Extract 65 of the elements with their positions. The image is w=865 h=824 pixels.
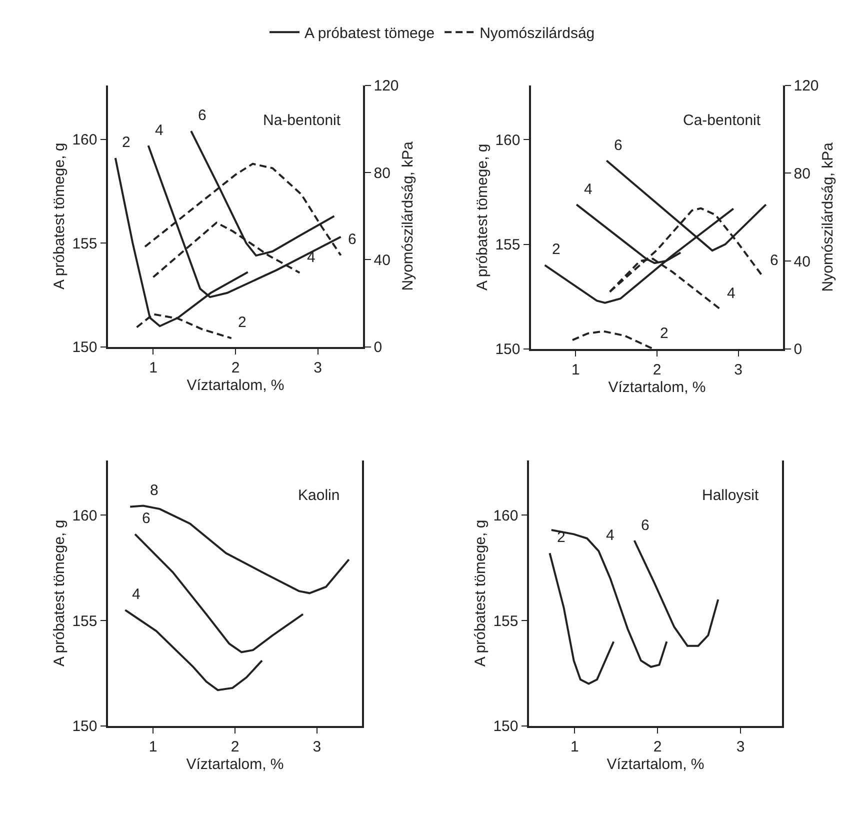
- y-tick-label: 160: [72, 507, 98, 524]
- y2-tick-label: 120: [374, 78, 399, 95]
- y-tick-label: 155: [72, 235, 98, 252]
- x-tick-label: 3: [736, 738, 745, 756]
- y-tick-label: 155: [493, 612, 518, 630]
- annotation: 6: [198, 107, 206, 124]
- annotation: 4: [727, 285, 736, 302]
- annotation: 2: [238, 314, 246, 331]
- annotation: 4: [155, 122, 164, 139]
- y2-tick-label: 40: [794, 253, 810, 270]
- annotation: 6: [614, 137, 622, 154]
- annotation: 6: [770, 252, 778, 269]
- y-tick-label: 160: [72, 132, 98, 149]
- x-tick-label: 3: [314, 360, 322, 377]
- annotation: 2: [552, 241, 560, 258]
- annotation: 6: [641, 517, 650, 534]
- x-tick-label: 2: [653, 738, 662, 756]
- x-tick-label: 1: [570, 738, 579, 756]
- text: Ca-bentonit: [683, 112, 762, 129]
- x-axis-title: Víztartalom, %: [186, 377, 284, 394]
- y-tick-label: 150: [72, 718, 98, 736]
- x-tick-label: 2: [230, 738, 240, 756]
- x-tick-label: 1: [149, 360, 158, 377]
- annotation: 4: [132, 586, 140, 603]
- y-tick-label: 150: [495, 341, 520, 358]
- y-axis-title: A próbatest tömege, g: [474, 144, 491, 290]
- y-tick-label: 155: [495, 236, 520, 254]
- y2-tick-label: 120: [794, 78, 819, 95]
- y-tick-label: 150: [493, 718, 518, 736]
- text: Na-bentonit: [263, 112, 342, 129]
- x-axis-title: Víztartalom, %: [608, 379, 706, 396]
- y-tick-label: 155: [72, 612, 98, 630]
- text: Halloysit: [702, 487, 760, 504]
- x-axis-title: Víztartalom, %: [186, 756, 284, 774]
- legend-label: Nyomószilárdság: [480, 24, 595, 42]
- text: Kaolin: [298, 487, 340, 504]
- y2-axis-title: Nyomószilárdság, kPa: [399, 140, 416, 291]
- annotation: 4: [606, 527, 614, 544]
- y-tick-label: 150: [72, 339, 98, 356]
- y-axis-title: A próbatest tömege, g: [472, 520, 489, 667]
- y2-tick-label: 40: [374, 252, 390, 269]
- legend-label: A próbatest tömege: [304, 24, 435, 42]
- annotation: 6: [142, 510, 150, 527]
- annotation: 2: [122, 134, 130, 151]
- annotation: 2: [660, 325, 668, 342]
- y-axis-title: A próbatest tömege, g: [50, 520, 68, 667]
- y2-tick-label: 80: [374, 164, 390, 182]
- x-tick-label: 1: [572, 362, 580, 379]
- x-tick-label: 2: [652, 362, 662, 379]
- y2-axis-title: Nyomószilárdság, kPa: [819, 142, 836, 292]
- y2-tick-label: 0: [374, 339, 382, 356]
- y2-tick-label: 80: [794, 165, 810, 182]
- y-tick-label: 160: [495, 132, 520, 149]
- annotation: 6: [348, 231, 356, 248]
- y-axis-title: A próbatest tömege, g: [50, 142, 68, 290]
- x-axis-title: Víztartalom, %: [606, 756, 704, 774]
- annotation: 8: [150, 482, 158, 499]
- y-tick-label: 160: [493, 507, 518, 524]
- x-tick-label: 2: [231, 360, 240, 377]
- annotation: 4: [584, 181, 592, 198]
- x-tick-label: 3: [734, 362, 742, 379]
- annotation: 4: [307, 249, 316, 266]
- y2-tick-label: 0: [794, 341, 802, 358]
- x-tick-label: 1: [148, 738, 158, 756]
- x-tick-label: 3: [312, 738, 322, 756]
